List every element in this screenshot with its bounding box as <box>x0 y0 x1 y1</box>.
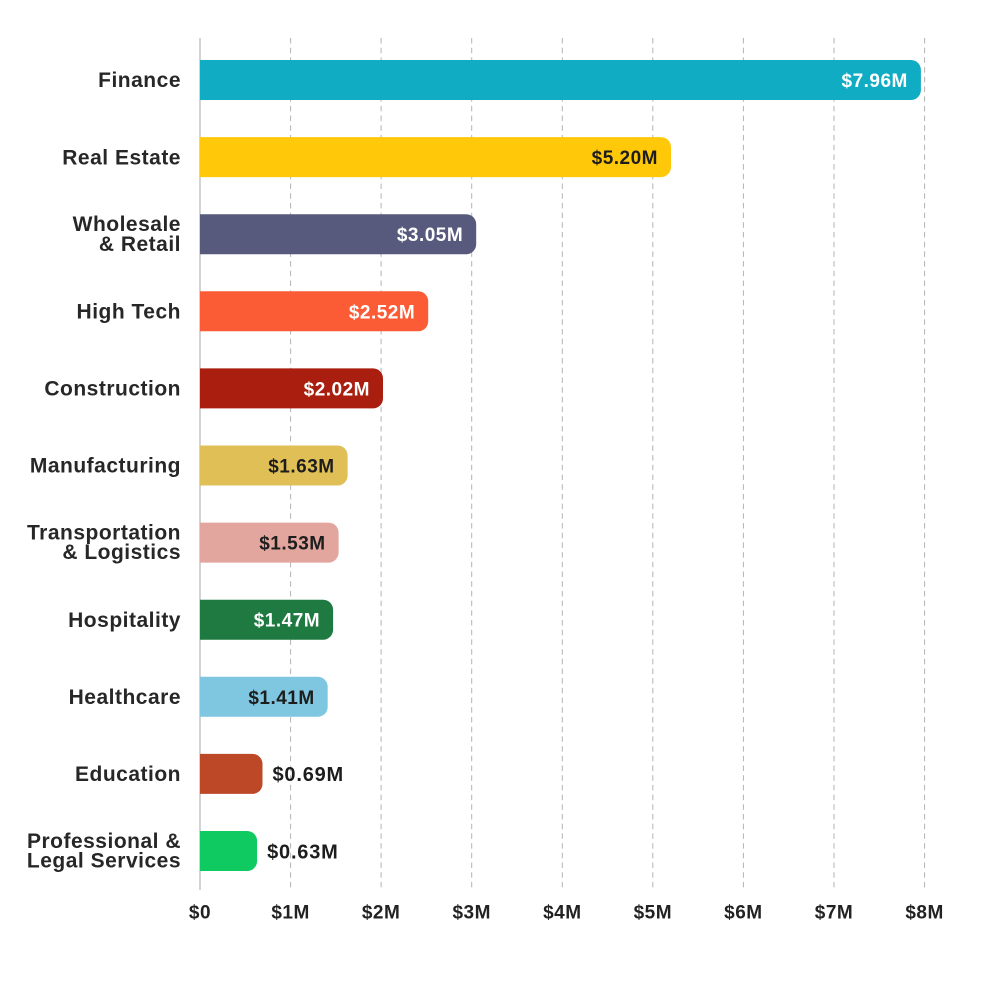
svg-text:$2.52M: $2.52M <box>349 302 415 323</box>
svg-text:$5M: $5M <box>634 903 672 924</box>
svg-text:Construction: Construction <box>44 378 181 401</box>
svg-text:& Logistics: & Logistics <box>62 541 181 564</box>
svg-text:$2M: $2M <box>362 903 400 924</box>
svg-text:$7M: $7M <box>815 903 853 924</box>
svg-text:$1M: $1M <box>271 903 309 924</box>
svg-text:$0: $0 <box>189 903 211 924</box>
svg-text:$1.41M: $1.41M <box>248 688 314 709</box>
svg-text:Finance: Finance <box>98 69 181 92</box>
svg-text:Professional &: Professional & <box>27 830 181 853</box>
svg-text:High Tech: High Tech <box>77 301 181 324</box>
svg-text:$4M: $4M <box>543 903 581 924</box>
svg-text:Hospitality: Hospitality <box>68 609 181 632</box>
svg-text:Education: Education <box>75 763 181 786</box>
svg-text:Manufacturing: Manufacturing <box>30 455 181 478</box>
svg-text:$6M: $6M <box>724 903 762 924</box>
svg-text:Real Estate: Real Estate <box>62 146 181 169</box>
svg-text:$7.96M: $7.96M <box>842 71 908 92</box>
svg-text:Transportation: Transportation <box>27 522 181 545</box>
svg-text:$0.63M: $0.63M <box>267 841 339 863</box>
svg-text:$3M: $3M <box>452 903 490 924</box>
svg-text:$8M: $8M <box>905 903 943 924</box>
svg-text:& Retail: & Retail <box>99 233 181 256</box>
svg-text:$2.02M: $2.02M <box>304 379 370 400</box>
svg-text:$1.53M: $1.53M <box>259 534 325 555</box>
svg-text:Legal Services: Legal Services <box>27 850 181 873</box>
svg-text:$1.47M: $1.47M <box>254 611 320 632</box>
svg-text:Healthcare: Healthcare <box>69 686 181 709</box>
svg-text:$1.63M: $1.63M <box>268 457 334 478</box>
svg-text:$5.20M: $5.20M <box>592 148 658 169</box>
svg-text:$0.69M: $0.69M <box>273 764 345 786</box>
svg-text:$3.05M: $3.05M <box>397 225 463 246</box>
svg-text:Wholesale: Wholesale <box>73 213 181 236</box>
